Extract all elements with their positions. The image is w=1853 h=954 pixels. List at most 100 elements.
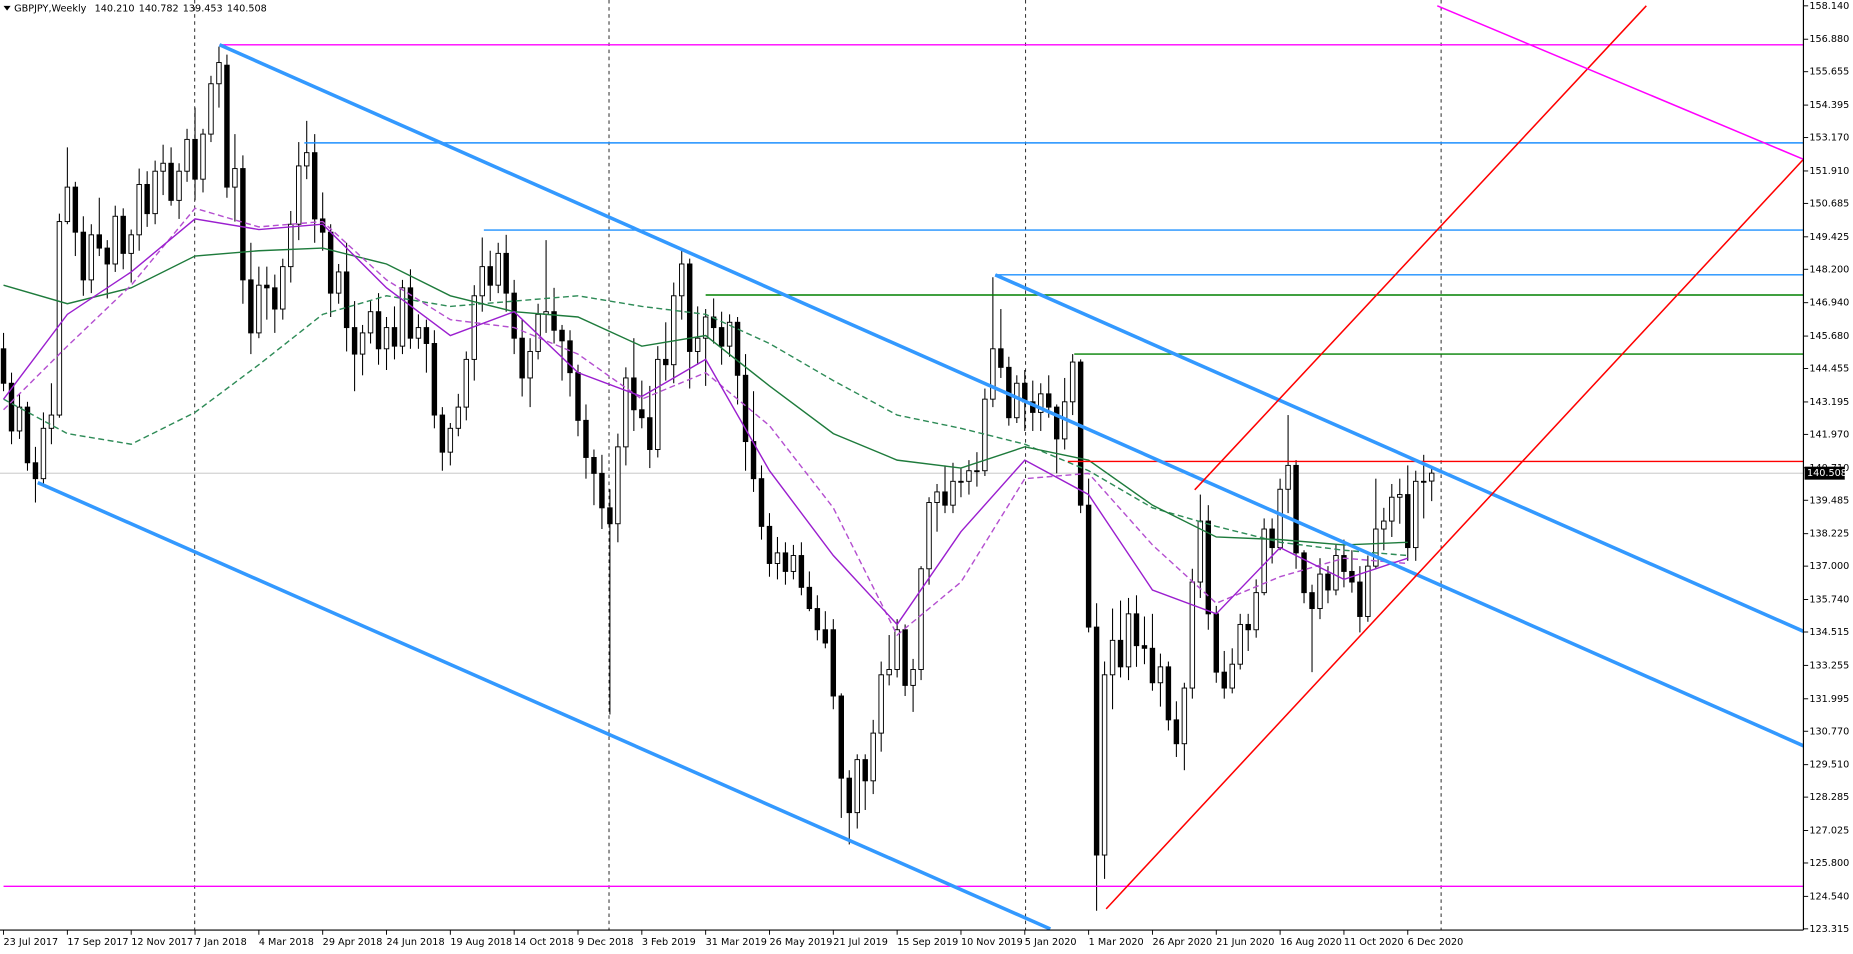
candle-body — [1269, 528, 1275, 549]
candle-body — [200, 133, 206, 180]
candle-body — [567, 340, 573, 374]
candle-body — [24, 406, 31, 464]
candle-body — [1253, 592, 1259, 631]
candle-body — [48, 414, 55, 429]
candle-body — [96, 234, 102, 249]
x-tick-label: 31 Mar 2019 — [706, 937, 767, 948]
candle-body — [599, 472, 605, 509]
candle-body — [1085, 504, 1092, 628]
candle-body — [1341, 555, 1347, 572]
candle-body — [854, 759, 860, 814]
y-tick-label: 123.315 — [1809, 924, 1849, 935]
candle-body — [0, 348, 7, 384]
candle-body — [367, 311, 374, 334]
candle-body — [1333, 555, 1339, 591]
y-tick-label: 156.880 — [1809, 34, 1849, 45]
candle-body — [16, 406, 23, 432]
trendline — [1105, 158, 1804, 910]
candle-body — [902, 629, 908, 686]
candle-body — [280, 266, 286, 310]
candle-body — [918, 568, 924, 670]
candle-body — [551, 311, 557, 331]
x-tick-label: 24 Jun 2018 — [387, 937, 445, 948]
current-price-label: 140.508 — [1807, 468, 1847, 479]
candle-body — [359, 332, 366, 355]
candle-body — [399, 287, 406, 347]
y-tick-label: 139.485 — [1809, 495, 1849, 506]
candle-body — [455, 406, 462, 429]
candle-body — [790, 555, 797, 572]
candle-body — [806, 586, 813, 610]
candle-body — [415, 327, 422, 339]
candle-body — [671, 295, 677, 366]
candle-body — [128, 234, 134, 254]
x-tick-label: 16 Aug 2020 — [1280, 937, 1342, 948]
candle-body — [296, 165, 302, 225]
candle-body — [104, 247, 110, 265]
candle-body — [647, 417, 653, 450]
x-tick-label: 17 Sep 2017 — [67, 937, 128, 948]
plot-area — [0, 0, 1804, 931]
x-tick-label: 19 Aug 2018 — [450, 937, 512, 948]
candle-body — [1229, 663, 1235, 689]
candle-body — [1069, 361, 1076, 403]
candle-body — [1173, 719, 1180, 745]
candle-body — [32, 462, 39, 480]
candle-body — [982, 398, 988, 472]
candle-body — [391, 327, 398, 347]
candle-body — [998, 348, 1004, 368]
x-tick-label: 5 Jan 2020 — [1025, 937, 1077, 948]
x-tick-label: 1 Mar 2020 — [1089, 937, 1144, 948]
candle-body — [88, 234, 95, 281]
y-tick-label: 141.970 — [1809, 429, 1849, 440]
y-tick-label: 154.395 — [1809, 100, 1849, 111]
candle-body — [343, 271, 350, 329]
candle-body — [583, 419, 589, 458]
candle-body — [798, 555, 805, 588]
candle-body — [1189, 581, 1196, 689]
candle-body — [40, 427, 47, 480]
y-tick-label: 125.800 — [1809, 858, 1849, 869]
candle-body — [168, 162, 174, 201]
candle-body — [1077, 361, 1084, 506]
moving-average — [3, 207, 1408, 637]
candle-body — [974, 470, 980, 473]
candle-body — [1117, 639, 1124, 668]
candle-body — [495, 252, 501, 286]
x-tick-label: 10 Nov 2019 — [961, 937, 1023, 948]
candle-body — [862, 759, 868, 782]
candle-body — [1285, 464, 1291, 490]
x-tick-label: 7 Jan 2018 — [195, 937, 247, 948]
candle-body — [288, 223, 294, 268]
candle-body — [1014, 382, 1020, 419]
x-tick-label: 15 Sep 2019 — [897, 937, 958, 948]
chart-title: GBPJPY,Weekly — [14, 3, 86, 14]
candle-body — [335, 271, 342, 294]
candle-body — [822, 629, 829, 644]
candle-body — [870, 732, 876, 782]
y-tick-label: 158.140 — [1809, 1, 1849, 12]
candle-body — [184, 138, 190, 172]
y-tick-label: 124.540 — [1809, 891, 1849, 902]
candle-body — [304, 152, 310, 167]
y-tick-label: 127.025 — [1809, 826, 1849, 837]
candle-body — [1421, 480, 1427, 483]
candle-body — [686, 263, 693, 352]
y-tick-label: 143.195 — [1809, 397, 1849, 408]
candle-body — [950, 480, 956, 506]
candle-body — [423, 327, 430, 344]
candle-body — [311, 152, 318, 220]
x-tick-label: 21 Jul 2019 — [833, 937, 888, 948]
candle-body — [519, 337, 525, 379]
candle-body — [120, 215, 126, 254]
candle-body — [439, 414, 446, 453]
candle-body — [1365, 565, 1371, 617]
y-tick-label: 129.510 — [1809, 760, 1849, 771]
moving-average — [2, 218, 1408, 626]
y-tick-label: 135.740 — [1809, 595, 1849, 606]
candle-body — [383, 327, 390, 350]
header-value: 140.210 — [95, 3, 135, 14]
candle-body — [256, 284, 262, 334]
candle-body — [152, 170, 158, 215]
